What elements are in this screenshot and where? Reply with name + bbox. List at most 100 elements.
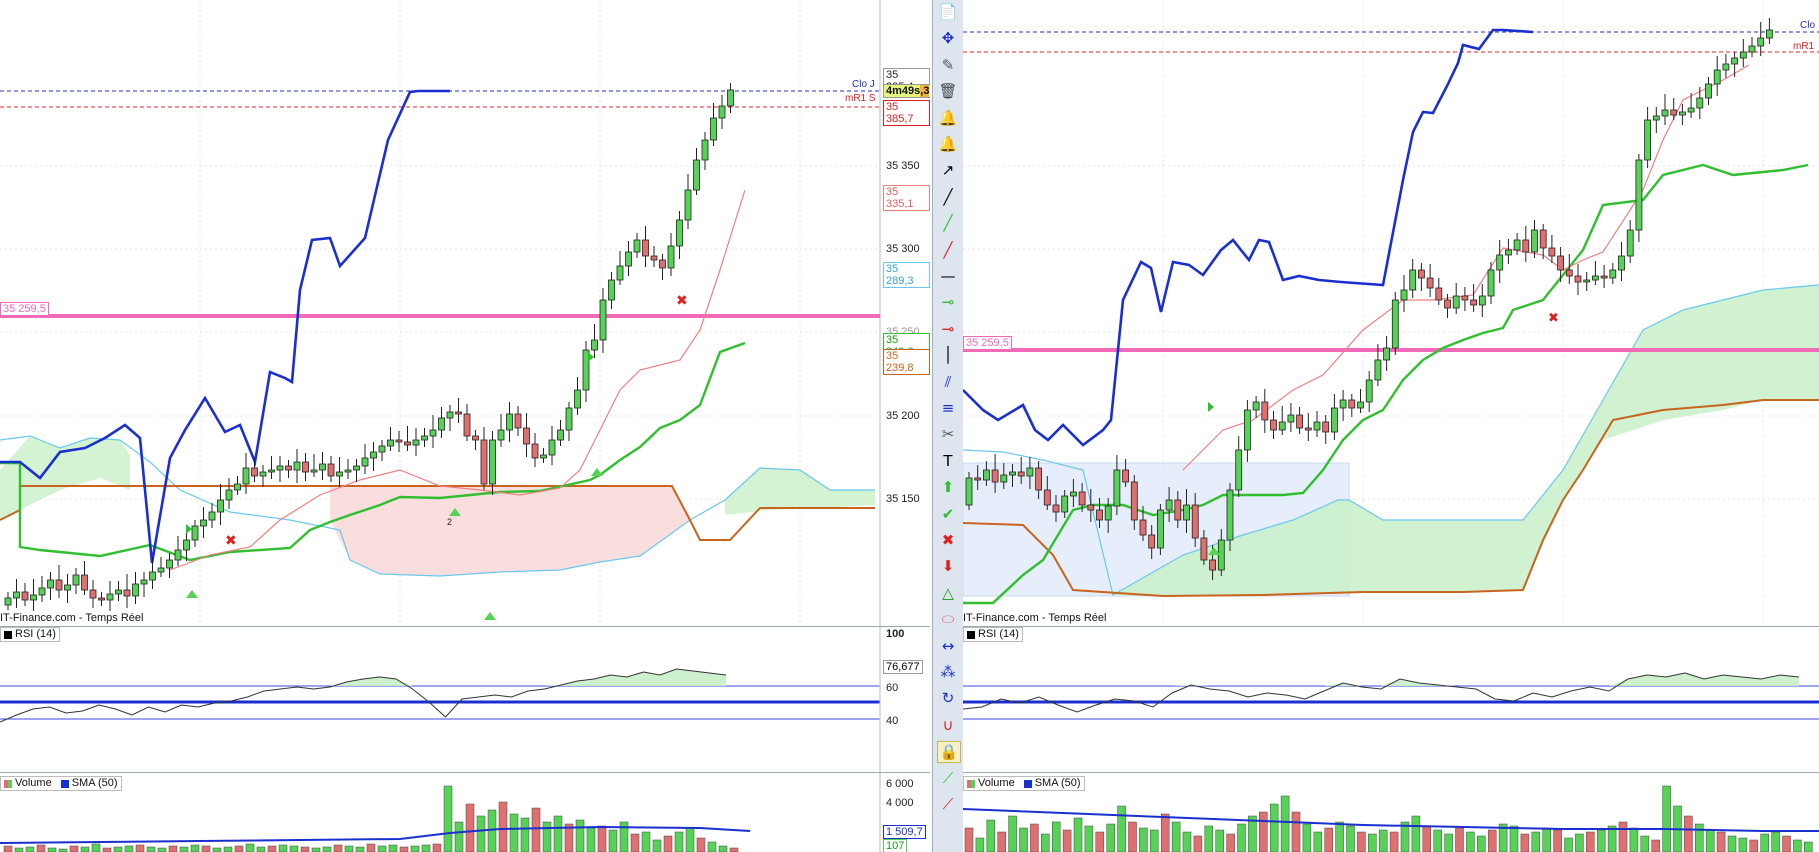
- right-rsi-legend[interactable]: RSI (14): [963, 627, 1023, 642]
- volume-bar: [58, 848, 68, 852]
- candle-body: [1748, 45, 1756, 53]
- candle-body: [1000, 474, 1008, 483]
- right-rsi-chart[interactable]: [963, 627, 1819, 772]
- volume-bar: [289, 845, 299, 852]
- candle-body: [1200, 537, 1208, 561]
- volume-bar: [1684, 815, 1693, 852]
- text-icon[interactable]: T: [943, 451, 953, 470]
- candle-body: [1609, 269, 1617, 279]
- arrow-icon[interactable]: ↗: [941, 161, 955, 180]
- volume-bar: [212, 847, 222, 852]
- right-volume-legend[interactable]: Volume SMA (50): [963, 776, 1085, 791]
- candle-body: [991, 469, 999, 483]
- flag-marker-icon: [1208, 402, 1214, 412]
- right-price-chart[interactable]: ✖: [963, 0, 1819, 626]
- volume-bar: [91, 843, 101, 852]
- candle-body: [429, 429, 437, 437]
- volume-bar: [1139, 827, 1148, 852]
- left-separator[interactable]: [0, 772, 930, 773]
- nodes-icon[interactable]: ⁂: [940, 663, 956, 681]
- channel-icon[interactable]: ⫽: [944, 372, 952, 391]
- cross-icon[interactable]: ✖: [941, 531, 955, 549]
- volume-bar: [1455, 827, 1464, 852]
- senkou-a-line: [963, 284, 1819, 596]
- trend-icon[interactable]: ⟋: [942, 795, 954, 813]
- bell-icon[interactable]: 🔔: [938, 135, 958, 153]
- candle-body: [727, 89, 734, 107]
- volume-legend-label: Volume: [978, 777, 1015, 789]
- left-volume-panel[interactable]: Volume SMA (50) 6 000 4 000 1 509,7 107: [0, 773, 930, 852]
- left-rsi-panel[interactable]: RSI (14) 100 76,677 60 40: [0, 627, 930, 772]
- ellipse-icon[interactable]: ⬭: [941, 610, 955, 629]
- right-volume-chart[interactable]: [963, 773, 1819, 852]
- left-separator[interactable]: [0, 626, 930, 627]
- volume-bar: [520, 817, 530, 852]
- lock-icon[interactable]: 🔒: [937, 741, 961, 764]
- volume-bar: [1051, 821, 1061, 852]
- candle-body: [1435, 287, 1443, 301]
- green-hline-icon[interactable]: ⊸: [941, 293, 955, 312]
- right-rsi-panel[interactable]: RSI (14): [963, 627, 1819, 772]
- right-volume-panel[interactable]: Volume SMA (50): [963, 773, 1819, 852]
- left-volume-chart[interactable]: [0, 773, 930, 852]
- vline-icon[interactable]: │: [943, 346, 953, 365]
- volume-bar: [366, 843, 376, 852]
- up-arrow-icon[interactable]: ⬆: [941, 478, 955, 497]
- candle-body: [1183, 504, 1190, 521]
- right-separator[interactable]: [963, 772, 1819, 773]
- volume-bar: [707, 841, 717, 852]
- left-price-chart[interactable]: ✖✖: [0, 0, 930, 626]
- volume-bar: [1498, 823, 1508, 852]
- buy-arrow-icon: [484, 612, 496, 620]
- volume-bar: [421, 844, 431, 852]
- left-rsi-chart[interactable]: [0, 627, 930, 772]
- candle-body: [1766, 29, 1773, 39]
- volume-bar: [1041, 833, 1050, 852]
- check-icon[interactable]: ✔: [941, 504, 955, 523]
- fibo-icon[interactable]: ≡: [941, 399, 955, 417]
- move-icon[interactable]: ✥: [941, 29, 955, 48]
- line-icon[interactable]: ╱: [943, 187, 953, 206]
- triangle-icon[interactable]: △: [942, 583, 954, 602]
- candle-body: [974, 477, 982, 481]
- document-icon[interactable]: 📄: [938, 3, 958, 21]
- candle-body: [1417, 269, 1425, 279]
- volume-bar: [718, 845, 728, 852]
- right-price-panel[interactable]: ✖ Clo mR1 35 259,5 IT-Finance.com - Temp…: [963, 0, 1819, 626]
- buy-arrow-icon: [591, 468, 603, 476]
- volume-bar: [36, 844, 46, 852]
- right-separator[interactable]: [963, 626, 1819, 627]
- down-arrow-icon[interactable]: ⬇: [941, 557, 955, 576]
- tools-icon[interactable]: ✂: [941, 425, 955, 444]
- candle-body: [353, 465, 360, 471]
- rsi-overbought-fill: [0, 669, 726, 686]
- volume-bar: [553, 815, 563, 852]
- magnet-icon[interactable]: ∪: [942, 715, 954, 734]
- bell-add-icon[interactable]: 🔔: [938, 108, 958, 127]
- trash-icon[interactable]: 🗑: [938, 82, 958, 101]
- red-line-icon[interactable]: ╱: [943, 240, 953, 259]
- rsi-legend-label: RSI (14): [978, 628, 1019, 640]
- green-line-icon[interactable]: ╱: [943, 214, 953, 233]
- volume-bar: [997, 831, 1006, 852]
- volume-bar: [388, 844, 398, 852]
- indicator-icon[interactable]: ⟋: [942, 768, 954, 787]
- candle-body: [1426, 277, 1434, 289]
- left-rsi-legend[interactable]: RSI (14): [0, 627, 60, 642]
- cycle-icon[interactable]: ↻: [941, 689, 955, 708]
- candle-body: [132, 583, 139, 597]
- left-price-panel[interactable]: ✖ ✖ 35 350 35 300 35 250 35 200 35 150 35…: [0, 0, 930, 626]
- volume-bar: [663, 835, 673, 852]
- candle-body: [608, 279, 615, 301]
- candle-body: [404, 441, 411, 446]
- measure-icon[interactable]: ↔: [941, 636, 955, 655]
- left-volume-legend[interactable]: Volume SMA (50): [0, 776, 122, 791]
- hline-icon[interactable]: —: [940, 267, 956, 285]
- candle-body: [1539, 229, 1547, 249]
- candle-body: [1304, 427, 1312, 431]
- volume-bar: [729, 847, 739, 852]
- pin-icon[interactable]: ✎: [941, 55, 955, 74]
- red-hline-icon[interactable]: ⊸: [941, 319, 955, 338]
- volume-bar: [69, 845, 79, 852]
- candle-body: [1052, 504, 1060, 513]
